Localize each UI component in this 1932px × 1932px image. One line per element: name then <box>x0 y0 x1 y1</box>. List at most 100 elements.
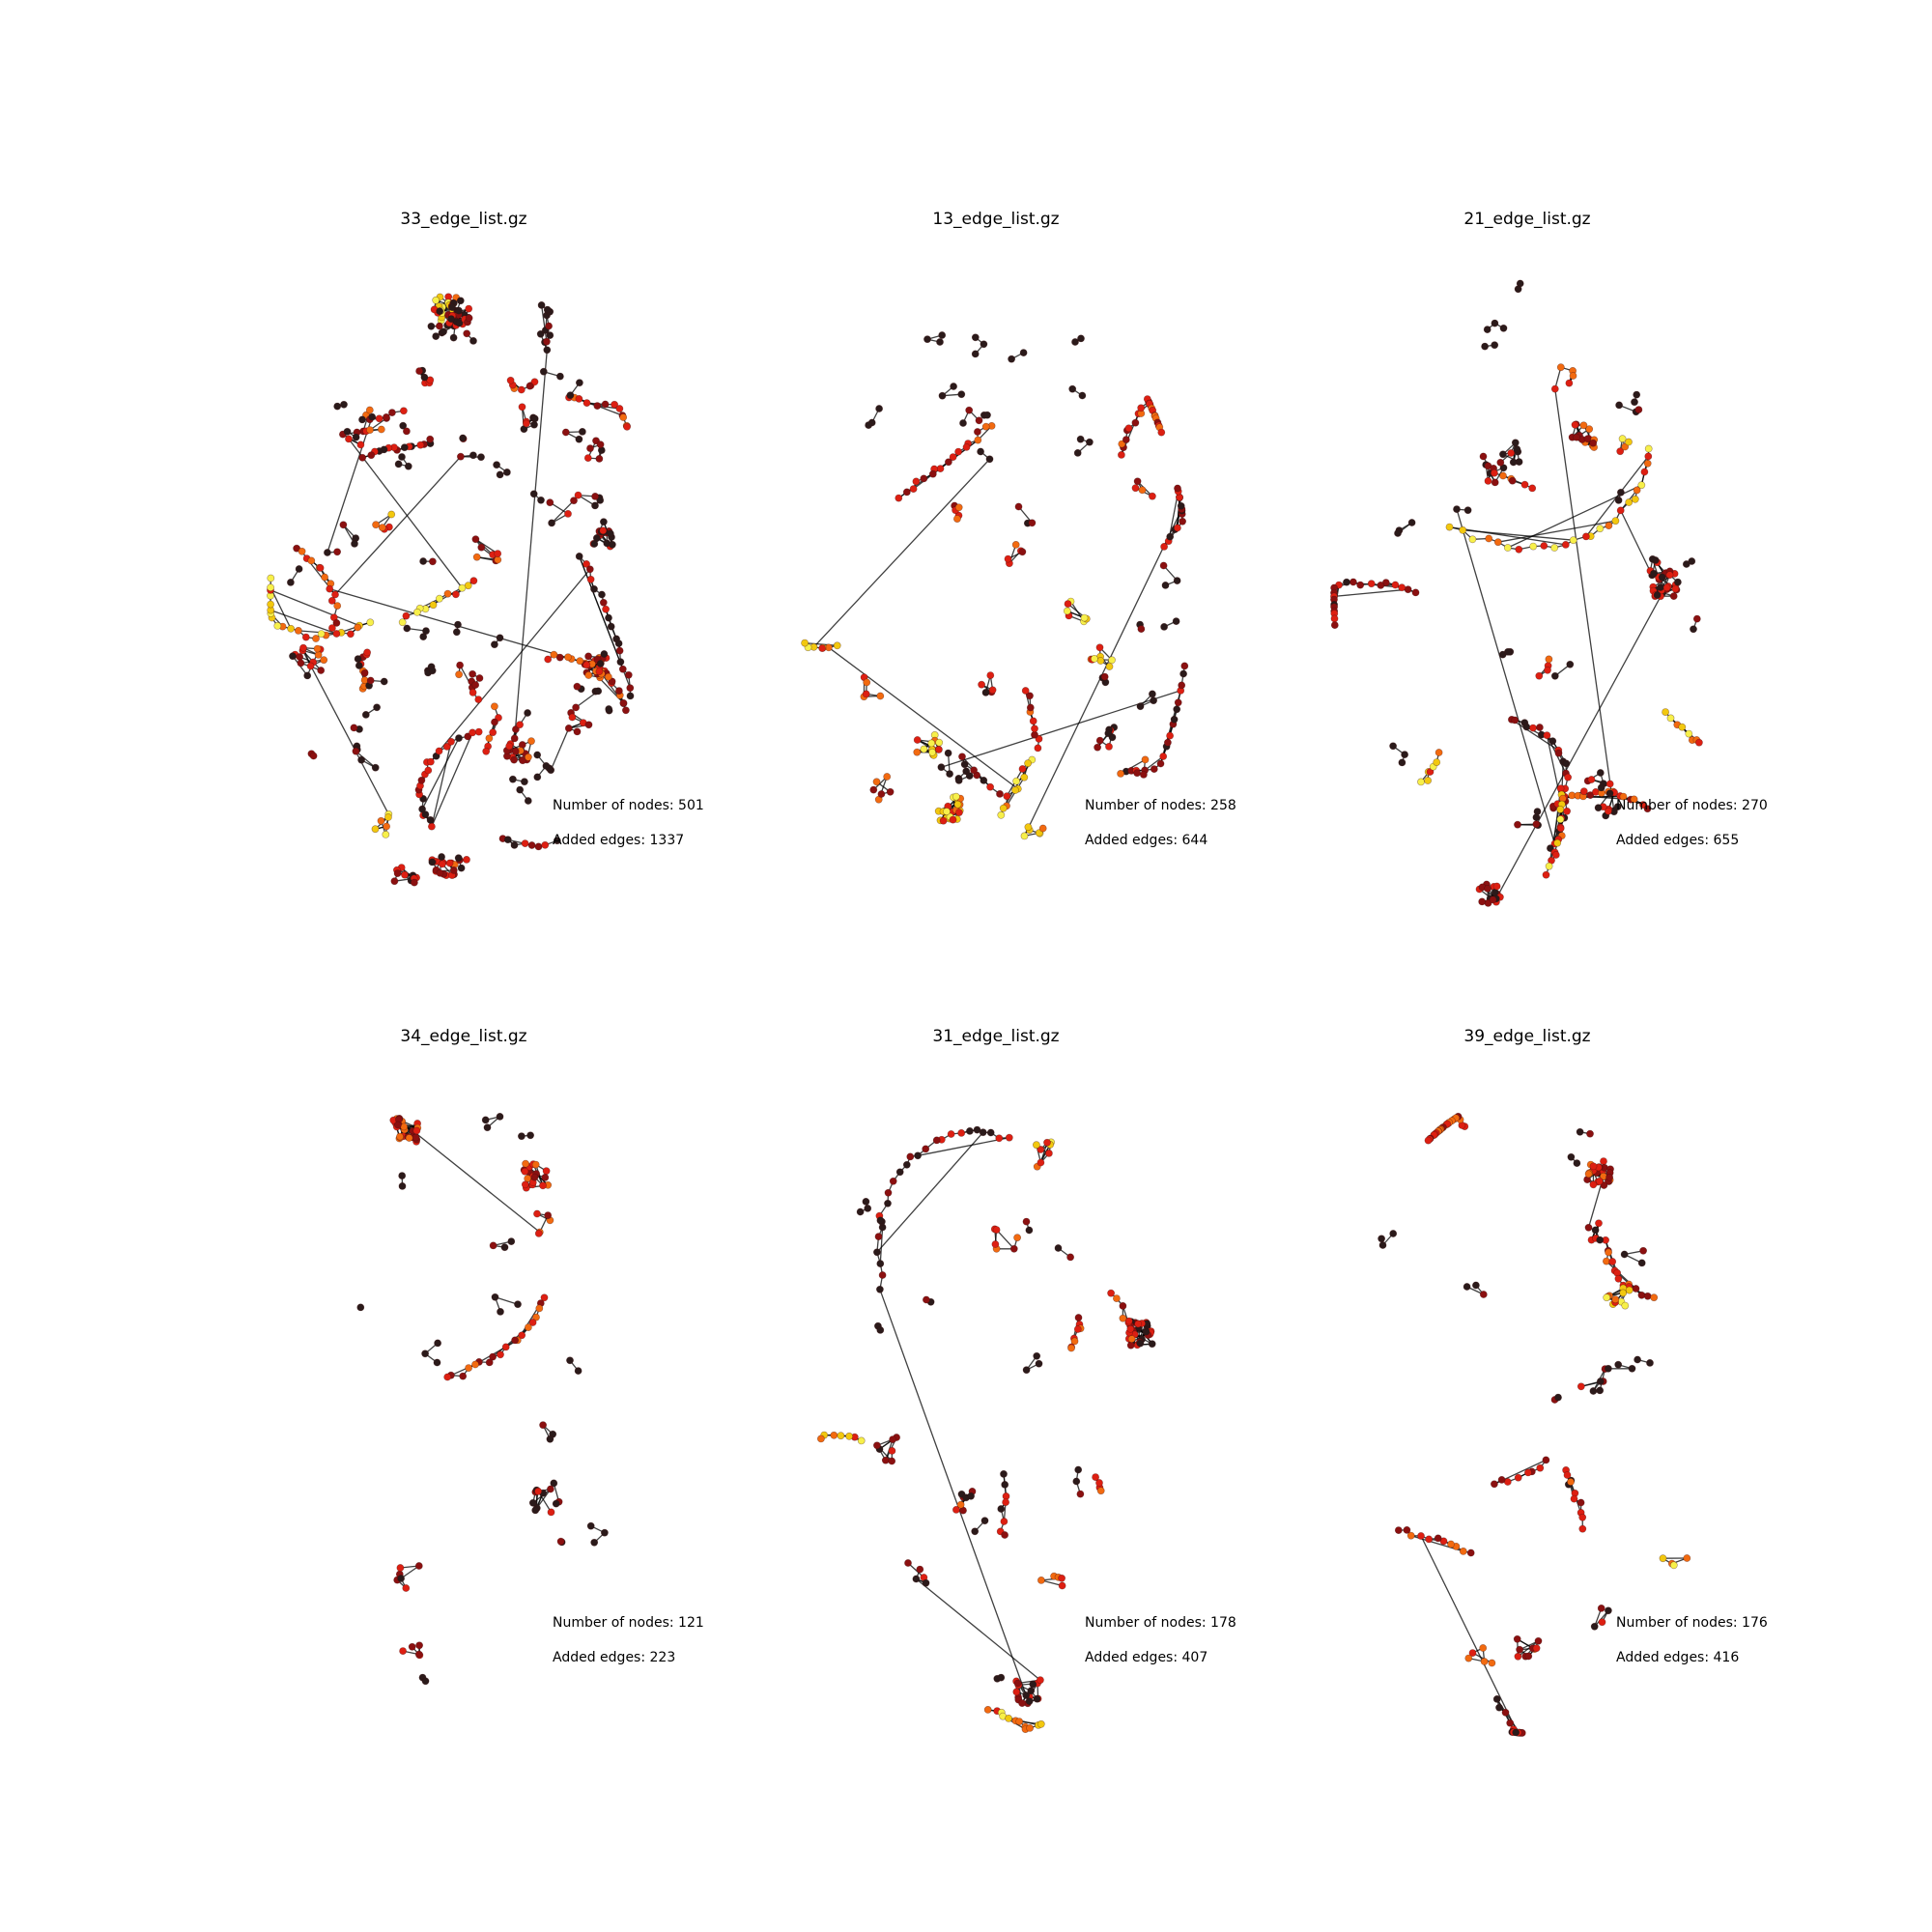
graph-node <box>1637 1291 1646 1299</box>
graph-node <box>1000 1518 1009 1525</box>
graph-node <box>568 713 577 722</box>
graph-node <box>904 1559 912 1567</box>
graph-node <box>1157 428 1166 437</box>
graph-node <box>521 1167 529 1176</box>
graph-edge <box>398 1119 541 1234</box>
graph-node <box>909 485 918 493</box>
graph-node <box>372 521 380 529</box>
graph-node <box>877 790 886 798</box>
graph-edge <box>1554 388 1615 812</box>
graph-node <box>1350 578 1357 586</box>
graph-node <box>1542 870 1550 879</box>
graph-node <box>526 382 534 390</box>
graph-node <box>1149 492 1156 500</box>
graph-node <box>957 390 966 399</box>
graph-node <box>980 340 988 349</box>
graph-node <box>1020 773 1029 781</box>
graph-node <box>1503 544 1512 552</box>
graph-node <box>1688 557 1696 565</box>
graph-node <box>420 373 429 382</box>
graph-node <box>464 732 472 741</box>
graph-node <box>1031 724 1038 733</box>
graph-node <box>1619 792 1628 801</box>
graph-node <box>1534 1636 1543 1645</box>
graph-node <box>1535 671 1544 680</box>
graph-node <box>1504 647 1512 656</box>
graph-node <box>1037 1146 1045 1153</box>
graph-node <box>1565 379 1574 387</box>
graph-node <box>477 453 485 462</box>
graph-node <box>1029 717 1037 725</box>
graph-node <box>543 305 552 314</box>
graph-node <box>1573 1159 1581 1167</box>
graph-node <box>445 859 454 867</box>
graph-node <box>366 426 374 434</box>
graph-node <box>884 1188 893 1197</box>
graph-node <box>555 653 564 662</box>
graph-node <box>1148 1340 1156 1349</box>
graph-node <box>1514 1473 1522 1482</box>
graph-node <box>1567 1152 1576 1161</box>
graph-node <box>1179 669 1187 678</box>
graph-node <box>1492 882 1501 891</box>
graph-node <box>1174 524 1181 532</box>
graph-node <box>1563 1471 1572 1479</box>
graph-node <box>1683 1554 1691 1562</box>
graph-node <box>463 856 470 864</box>
graph-node <box>1596 1236 1605 1244</box>
graph-node <box>402 427 411 436</box>
graph-node <box>1596 1378 1605 1385</box>
graph-node <box>1545 862 1553 870</box>
panel-title: 13_edge_list.gz <box>932 210 1059 229</box>
graph-node <box>451 590 460 599</box>
graph-node <box>456 452 465 461</box>
graph-node <box>1166 532 1175 541</box>
graph-node <box>1479 1291 1488 1298</box>
graph-node <box>586 444 594 452</box>
graph-node <box>356 440 365 449</box>
graph-node <box>980 777 988 784</box>
graph-node <box>543 346 552 355</box>
graph-node <box>1556 815 1565 824</box>
graph-node <box>1425 1535 1434 1544</box>
graph-node <box>489 728 497 737</box>
graph-node <box>575 394 583 403</box>
graph-node <box>1621 442 1630 451</box>
graph-node <box>428 667 437 675</box>
graph-node <box>521 778 528 786</box>
graph-node <box>1058 1574 1065 1582</box>
graph-node <box>394 460 403 469</box>
graph-node <box>535 1304 544 1313</box>
graph-node <box>510 841 519 849</box>
graph-node <box>443 589 452 598</box>
graph-node <box>547 1485 554 1493</box>
graph-node <box>1671 584 1680 593</box>
graph-node <box>1618 435 1627 443</box>
graph-node <box>611 400 618 409</box>
graph-node <box>1126 1341 1135 1350</box>
graph-node <box>967 1492 975 1500</box>
graph-node <box>1035 1359 1043 1368</box>
graph-node <box>1492 1695 1501 1703</box>
graph-node <box>1507 449 1516 457</box>
graph-node <box>399 407 408 415</box>
graph-node <box>996 790 1004 798</box>
graph-node <box>593 402 602 410</box>
graph-nodes <box>817 1125 1156 1733</box>
graph-node <box>1589 439 1598 447</box>
graph-node <box>490 640 498 649</box>
panel-6: 39_edge_list.gz Number of nodes: 176 Add… <box>1378 1027 1768 1737</box>
graph-node <box>396 1132 404 1141</box>
graph-node <box>622 706 630 715</box>
graph-node <box>419 633 428 640</box>
graph-node <box>1595 1177 1604 1185</box>
graph-node <box>1625 1286 1634 1294</box>
graph-node <box>412 1126 421 1135</box>
graph-node <box>1027 1687 1036 1695</box>
graph-edge <box>474 1339 519 1366</box>
graph-node <box>314 651 323 659</box>
graph-node <box>566 391 575 400</box>
graph-node <box>1637 1259 1646 1267</box>
graph-node <box>1562 759 1571 768</box>
